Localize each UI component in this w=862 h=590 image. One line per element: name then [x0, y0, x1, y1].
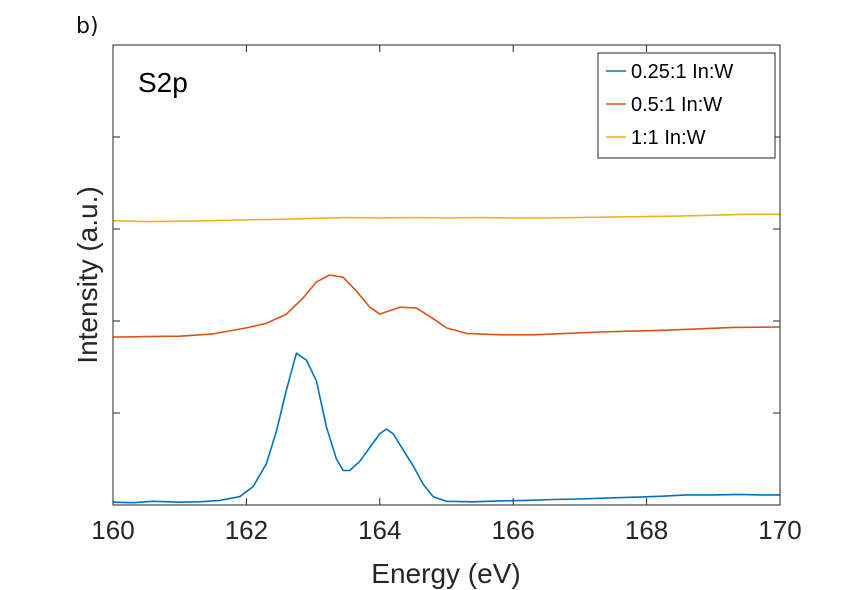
axis-layer: 160 162 164 166 168 170 [91, 45, 802, 545]
legend-entry-label: 1:1 In:W [631, 127, 706, 149]
series-line-1 [112, 352, 780, 504]
x-tick-label: 168 [625, 515, 668, 545]
series-line-3 [112, 213, 780, 223]
legend: 0.25:1 In:W 0.5:1 In:W 1:1 In:W [597, 52, 776, 159]
panel-label: b) [76, 14, 99, 39]
legend-entry-label: 0.25:1 In:W [631, 61, 733, 83]
x-tick-label: 160 [91, 515, 134, 545]
x-tick-label: 170 [758, 515, 801, 545]
x-axis-label: Energy (eV) [371, 558, 520, 589]
plot-frame [112, 44, 781, 506]
x-tick-label: 162 [225, 515, 268, 545]
legend-entry-label: 0.5:1 In:W [631, 94, 722, 116]
y-axis-label: Intensity (a.u.) [72, 186, 103, 363]
annotation-label: S2p [138, 67, 188, 98]
x-tick-label: 164 [358, 515, 401, 545]
series-layer [112, 213, 781, 504]
legend-box [597, 52, 776, 159]
series-line-2 [112, 274, 781, 338]
x-tick-label: 166 [492, 515, 535, 545]
